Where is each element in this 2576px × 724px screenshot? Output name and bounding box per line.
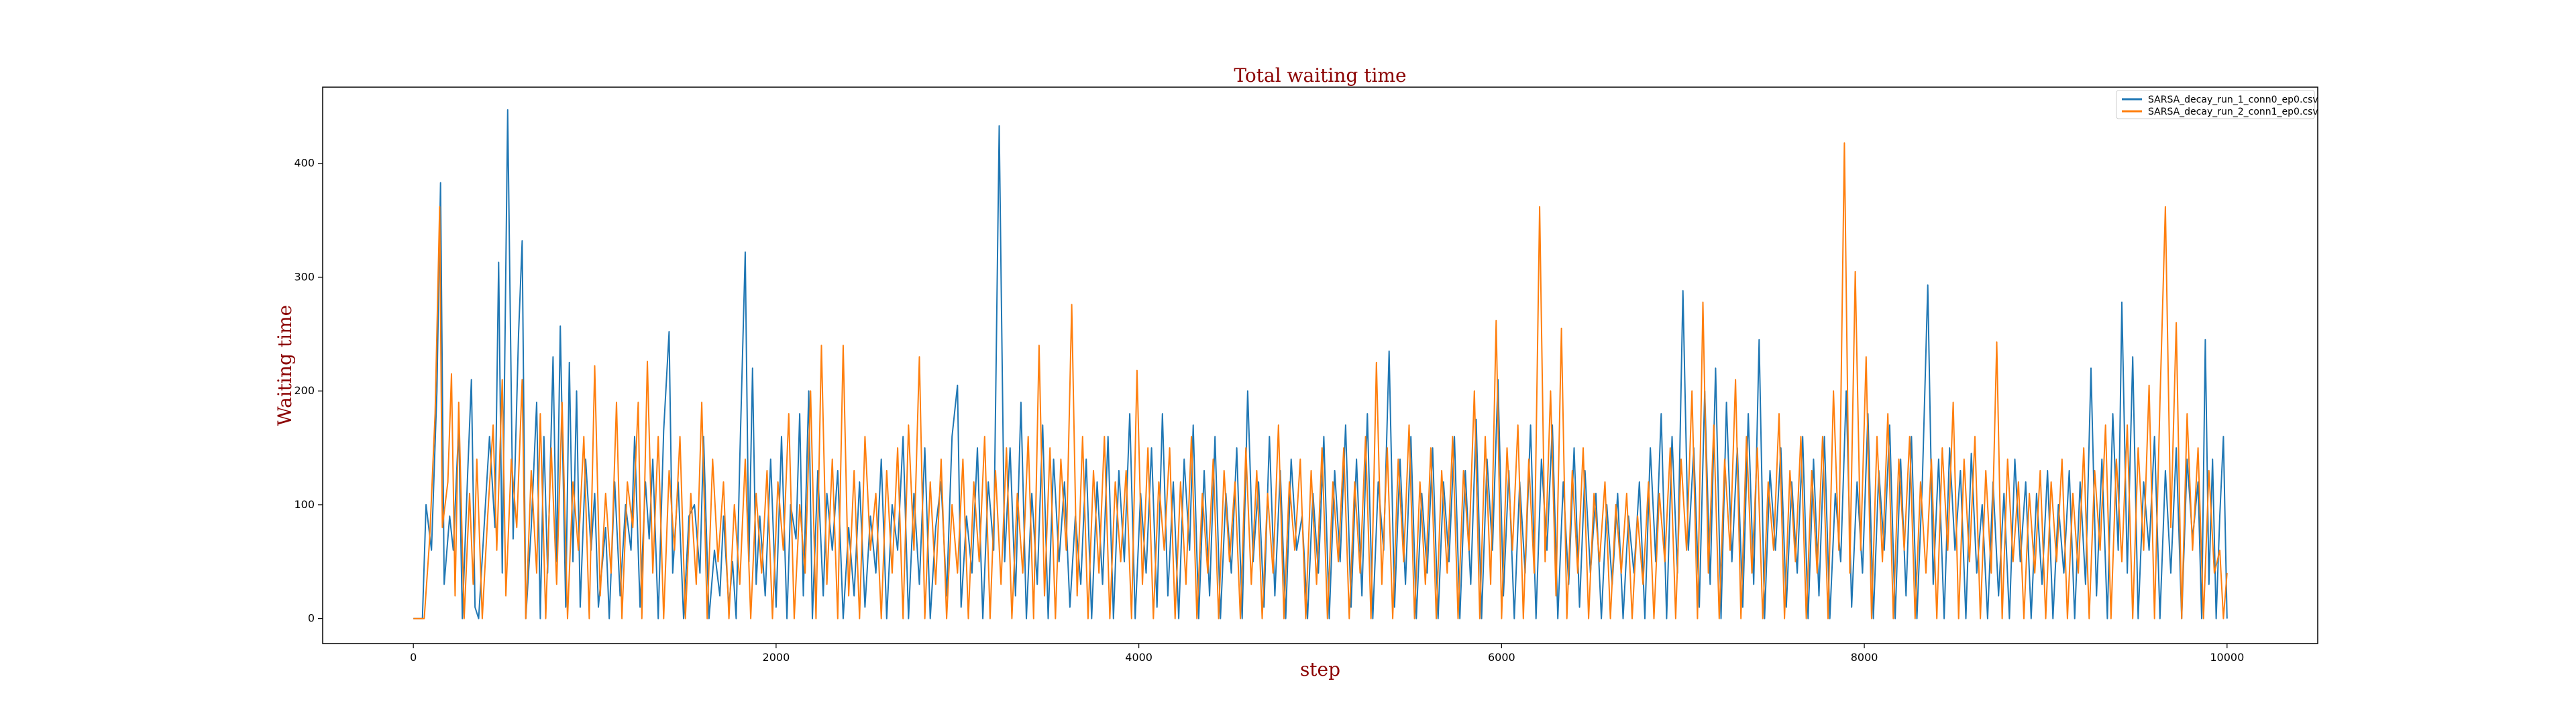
plot-area: 0 2000 4000 6000 8000 10000 0 100 200 300 400 (294, 86, 2318, 664)
y-tick-label: 300 (294, 270, 315, 283)
legend-box (2116, 90, 2315, 119)
chart-title: Total waiting time (1234, 64, 1406, 86)
y-tick-label: 0 (308, 612, 315, 625)
x-tick-label: 4000 (1125, 651, 1152, 664)
plot-frame (322, 86, 2318, 644)
x-tick-label: 0 (410, 651, 417, 664)
y-tick-label: 200 (294, 384, 315, 397)
series-layer (413, 109, 2228, 619)
x-axis-label: step (1300, 658, 1340, 680)
legend-label-series-2: SARSA_decay_run_2_conn1_ep0.csv (2148, 107, 2318, 117)
legend-label-series-1: SARSA_decay_run_1_conn0_ep0.csv (2148, 95, 2318, 105)
x-tick-label: 2000 (763, 651, 790, 664)
x-tick-label: 6000 (1488, 651, 1515, 664)
y-axis-label: Waiting time (274, 305, 296, 426)
x-axis-ticks: 0 2000 4000 6000 8000 10000 (410, 644, 2244, 664)
y-tick-label: 400 (294, 157, 315, 170)
x-tick-label: 8000 (1851, 651, 1878, 664)
y-axis-ticks: 0 100 200 300 400 (294, 157, 323, 625)
series-line-1 (413, 109, 2228, 619)
series-line-2 (413, 142, 2228, 619)
y-tick-label: 100 (294, 498, 315, 511)
x-tick-label: 10000 (2210, 651, 2244, 664)
legend: SARSA_decay_run_1_conn0_ep0.csv SARSA_de… (2116, 90, 2318, 119)
